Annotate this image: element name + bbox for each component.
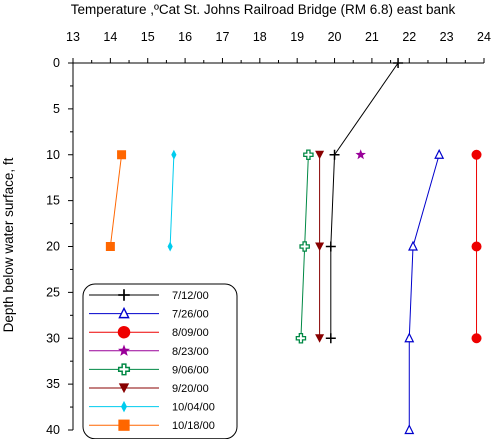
x-tick-label: 19 — [290, 30, 304, 44]
series-line — [330, 62, 399, 339]
legend-box — [82, 283, 238, 439]
series-markers — [105, 58, 482, 435]
data-point — [325, 241, 336, 252]
legend-label: 8/23/00 — [172, 346, 209, 358]
x-tick-label: 13 — [66, 30, 80, 44]
data-point — [299, 241, 310, 252]
data-point — [167, 241, 173, 252]
legend-marker — [117, 325, 131, 339]
series-line — [408, 154, 440, 430]
series-line — [109, 154, 123, 247]
data-point — [471, 241, 482, 252]
data-point — [408, 240, 418, 251]
legend-marker-shape — [117, 325, 131, 339]
legend-marker — [117, 344, 131, 356]
legend-marker-shape — [118, 289, 130, 301]
legend-marker-shape — [121, 400, 127, 413]
legend-label: 9/20/00 — [172, 383, 209, 395]
data-point — [471, 149, 482, 160]
legend-marker — [118, 306, 130, 319]
x-tick-label: 16 — [178, 30, 192, 44]
x-tick-label: 22 — [402, 30, 416, 44]
data-point — [434, 148, 445, 159]
y-tick-label: 20 — [46, 240, 60, 254]
data-point — [315, 242, 325, 251]
legend-marker — [121, 400, 127, 413]
legend-marker — [118, 383, 130, 394]
x-tick-label: 21 — [365, 30, 379, 44]
data-point — [355, 149, 366, 160]
legend-marker-shape — [117, 344, 131, 356]
data-point — [329, 149, 340, 160]
legend-label: 8/09/00 — [172, 327, 209, 339]
x-tick-label: 20 — [328, 30, 342, 44]
data-point — [393, 58, 404, 68]
data-point — [171, 149, 177, 160]
y-tick-label: 40 — [46, 423, 60, 437]
data-point — [404, 332, 415, 343]
legend-label: 10/18/00 — [172, 420, 215, 432]
legend-marker-shape — [117, 363, 131, 376]
legend-label: 7/12/00 — [172, 290, 209, 302]
y-tick-label: 30 — [46, 331, 60, 345]
data-point — [295, 332, 307, 344]
legend-marker — [117, 363, 131, 376]
x-tick-label: 14 — [103, 30, 117, 44]
legend-label: 9/06/00 — [172, 364, 209, 376]
y-tick-label: 15 — [46, 194, 60, 208]
y-tick-label: 5 — [53, 102, 60, 116]
data-point — [105, 242, 115, 251]
legend-label: 7/26/00 — [172, 309, 209, 321]
legend: 7/12/00 7/26/00 8/09/00 8/23/00 9/06/00 9/20/… — [82, 283, 238, 439]
legend-marker-shape — [118, 306, 130, 319]
chart-title: Temperature ,ºCat St. Johns Railroad Bri… — [71, 2, 456, 17]
data-point — [325, 333, 336, 344]
data-point — [404, 424, 415, 435]
legend-marker-shape — [118, 419, 130, 431]
legend-marker-shape — [118, 383, 130, 394]
x-tick-label: 24 — [477, 30, 491, 44]
data-point — [471, 333, 482, 344]
data-point — [315, 334, 325, 343]
y-tick-label: 10 — [46, 148, 60, 162]
series-line — [169, 154, 175, 247]
x-tick-label: 23 — [440, 30, 454, 44]
legend-marker — [118, 289, 130, 301]
x-tick-label: 18 — [253, 30, 267, 44]
legend-label: 10/04/00 — [172, 402, 215, 414]
x-tick-label: 17 — [216, 30, 230, 44]
data-point — [303, 149, 314, 161]
y-tick-label: 35 — [46, 377, 60, 391]
y-axis-title: Depth below water surface, ft — [1, 157, 16, 332]
y-tick-label: 25 — [46, 285, 60, 299]
axes: 13 14 15 16 17 18 19 20 21 22 23 24 0 5 10 15 20 25 30 35 40 — [46, 30, 491, 437]
x-tick-label: 15 — [141, 30, 155, 44]
data-point — [315, 150, 325, 160]
data-point — [117, 150, 127, 160]
y-tick-label: 0 — [53, 56, 60, 70]
legend-marker — [118, 419, 130, 431]
